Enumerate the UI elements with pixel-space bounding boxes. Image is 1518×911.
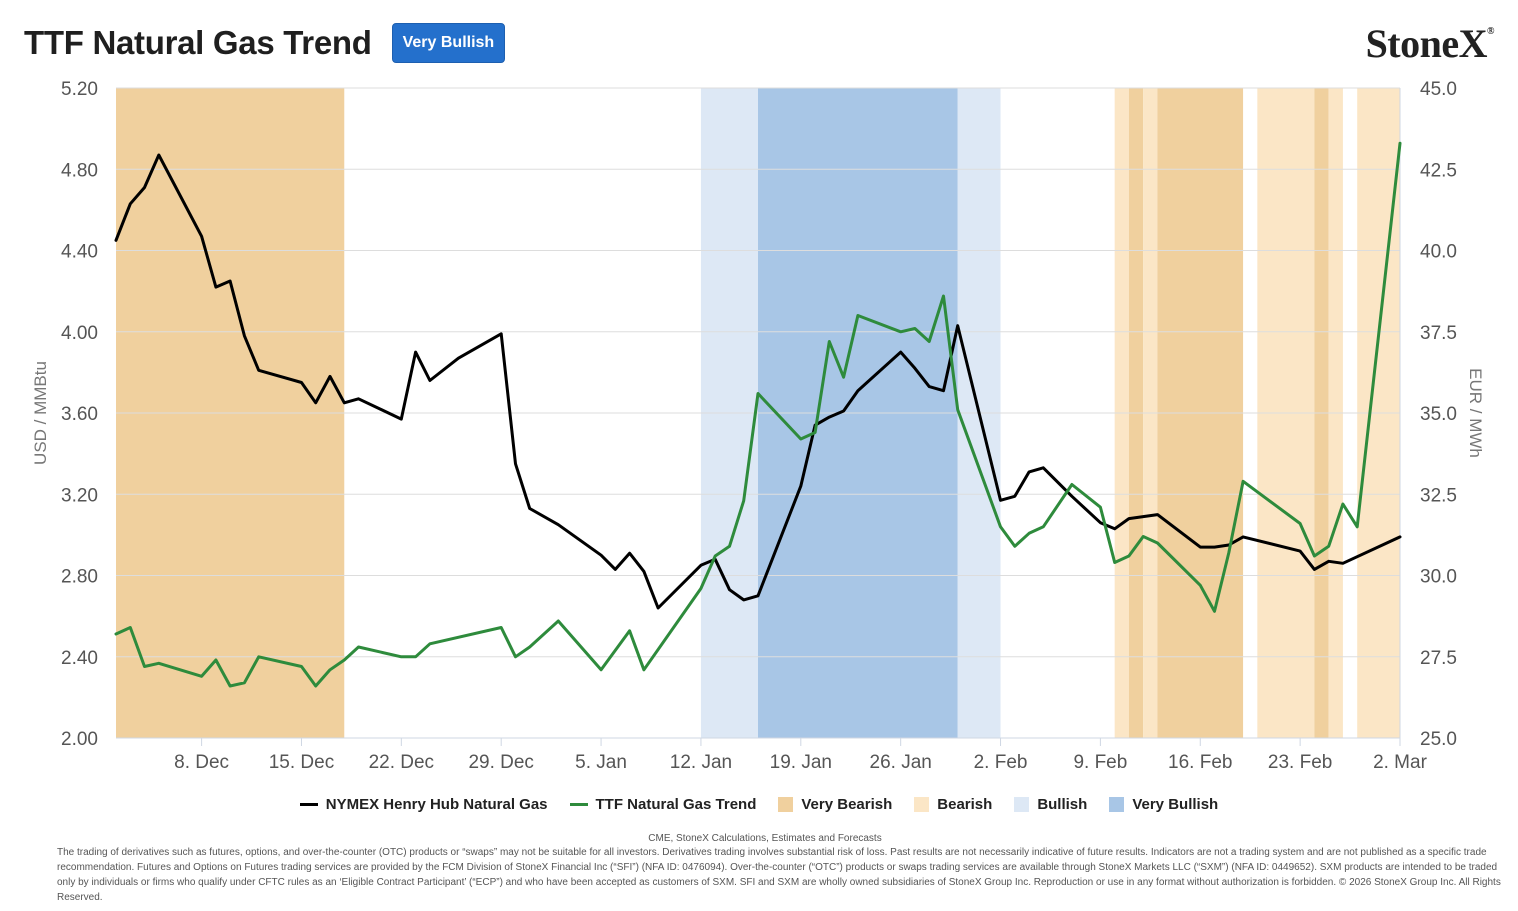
logo-text: StoneX — [1365, 21, 1488, 66]
henry-hub-line — [114, 153, 1402, 610]
right-y-tick-label: 40.0 — [1420, 242, 1457, 263]
left-y-tick-label: 4.00 — [61, 323, 98, 344]
right-y-tick-label: 35.0 — [1420, 404, 1457, 425]
x-tick-label: 5. Jan — [575, 752, 627, 773]
left-y-tick-label: 4.80 — [61, 160, 98, 181]
legend-swatch — [1109, 797, 1125, 812]
legend-label: NYMEX Henry Hub Natural Gas — [325, 796, 548, 813]
right-y-tick-label: 45.0 — [1420, 79, 1457, 100]
left-y-tick-label: 4.40 — [61, 242, 98, 263]
x-tick-label: 23. Feb — [1268, 752, 1332, 773]
legend-label: Very Bullish — [1132, 796, 1219, 813]
legend-swatch — [778, 797, 794, 812]
right-y-tick-label: 27.5 — [1420, 648, 1457, 669]
x-axis: 8. Dec 15. Dec 22. Dec 29. Dec 5. Jan 12. Jan… — [174, 738, 1428, 773]
x-tick-label: 26. Jan — [870, 752, 932, 773]
x-tick-label: 19. Jan — [770, 752, 832, 773]
legend-swatch — [1014, 797, 1030, 812]
left-y-tick-label: 2.00 — [61, 729, 98, 750]
right-y-axis: 25.0 27.5 30.0 32.5 35.0 37.5 40.0 42.5 45.0 — [1420, 79, 1457, 750]
left-y-tick-label: 3.20 — [61, 485, 98, 506]
x-tick-label: 2. Feb — [974, 752, 1028, 773]
disclaimer-text: The trading of derivatives such as futur… — [57, 847, 1501, 903]
logo-mark: ® — [1487, 26, 1494, 37]
legend-swatch — [914, 797, 930, 812]
chart-header: TTF Natural Gas Trend Very Bullish — [24, 18, 506, 68]
x-tick-label: 12. Jan — [670, 752, 732, 773]
right-y-tick-label: 37.5 — [1420, 323, 1457, 344]
legend-label: TTF Natural Gas Trend — [595, 796, 757, 813]
x-tick-label: 2. Mar — [1373, 752, 1428, 773]
ttf-line — [114, 141, 1402, 688]
legend-item[interactable]: Bearish — [914, 796, 992, 813]
right-y-tick-label: 30.0 — [1420, 567, 1457, 588]
trend-badge: Very Bullish — [391, 23, 506, 63]
legend-swatch — [569, 803, 588, 806]
x-tick-label: 22. Dec — [369, 752, 434, 773]
legend-item[interactable]: Very Bearish — [778, 796, 892, 813]
source-note: CME, StoneX Calculations, Estimates and … — [648, 833, 882, 844]
left-axis-title: USD / MMBtu — [31, 361, 50, 465]
stonex-logo: StoneX® — [1365, 20, 1495, 67]
legend-item[interactable]: NYMEX Henry Hub Natural Gas — [299, 796, 548, 813]
legend-swatch — [299, 803, 318, 806]
right-axis-title: EUR / MWh — [1466, 368, 1485, 458]
chart-title: TTF Natural Gas Trend — [24, 24, 372, 61]
right-y-tick-label: 25.0 — [1420, 729, 1457, 750]
chart-legend: NYMEX Henry Hub Natural Gas TTF Natural G… — [0, 796, 1518, 813]
legend-item[interactable]: Bullish — [1014, 796, 1087, 813]
left-y-tick-label: 5.20 — [61, 79, 98, 100]
right-y-tick-label: 42.5 — [1420, 160, 1457, 181]
x-tick-label: 8. Dec — [174, 752, 229, 773]
legend-item[interactable]: Very Bullish — [1109, 796, 1218, 813]
trend-chart: 2.00 2.40 2.80 3.20 3.60 4.00 4.40 4.80 5.20 25.… — [31, 79, 1485, 773]
grid-lines — [116, 87, 1401, 739]
x-tick-label: 16. Feb — [1168, 752, 1232, 773]
legend-label: Bearish — [937, 796, 993, 813]
x-tick-label: 9. Feb — [1073, 752, 1127, 773]
legend-label: Very Bearish — [801, 796, 893, 813]
right-y-tick-label: 32.5 — [1420, 485, 1457, 506]
left-y-axis: 2.00 2.40 2.80 3.20 3.60 4.00 4.40 4.80 5.20 — [61, 79, 98, 750]
left-y-tick-label: 3.60 — [61, 404, 98, 425]
series-lines — [114, 141, 1402, 688]
legend-label: Bullish — [1037, 796, 1088, 813]
left-y-tick-label: 2.40 — [61, 648, 98, 669]
left-y-tick-label: 2.80 — [61, 567, 98, 588]
legend-item[interactable]: TTF Natural Gas Trend — [569, 796, 757, 813]
x-tick-label: 29. Dec — [468, 752, 533, 773]
x-tick-label: 15. Dec — [269, 752, 334, 773]
